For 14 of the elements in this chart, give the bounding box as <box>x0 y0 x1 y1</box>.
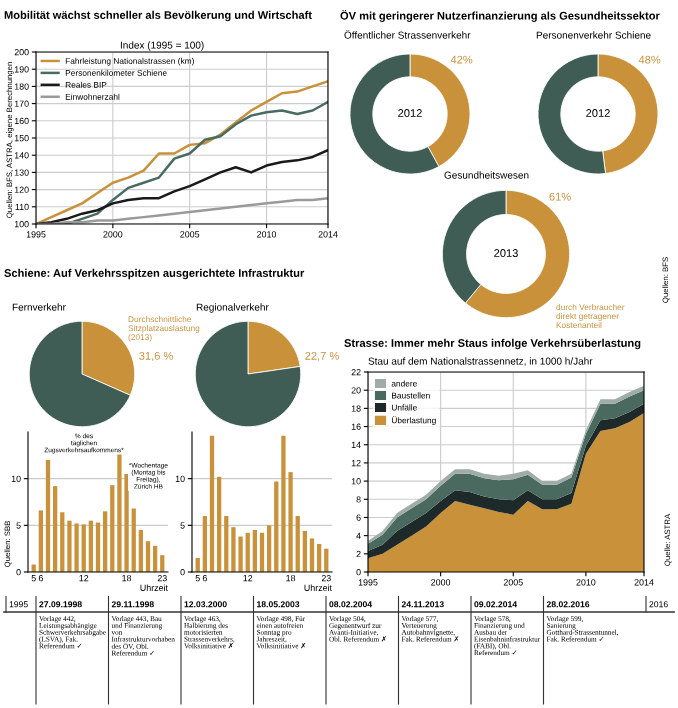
pie-slice <box>28 320 131 428</box>
bar <box>259 532 265 572</box>
bar <box>45 460 51 572</box>
bar <box>245 532 250 572</box>
bar <box>209 435 215 572</box>
bar <box>117 452 122 572</box>
bar <box>281 435 286 572</box>
bar <box>317 544 322 572</box>
bar <box>252 530 257 572</box>
bar <box>88 520 93 572</box>
bar <box>67 520 72 572</box>
bar <box>309 538 315 572</box>
bar <box>81 524 86 572</box>
bar <box>74 523 79 572</box>
